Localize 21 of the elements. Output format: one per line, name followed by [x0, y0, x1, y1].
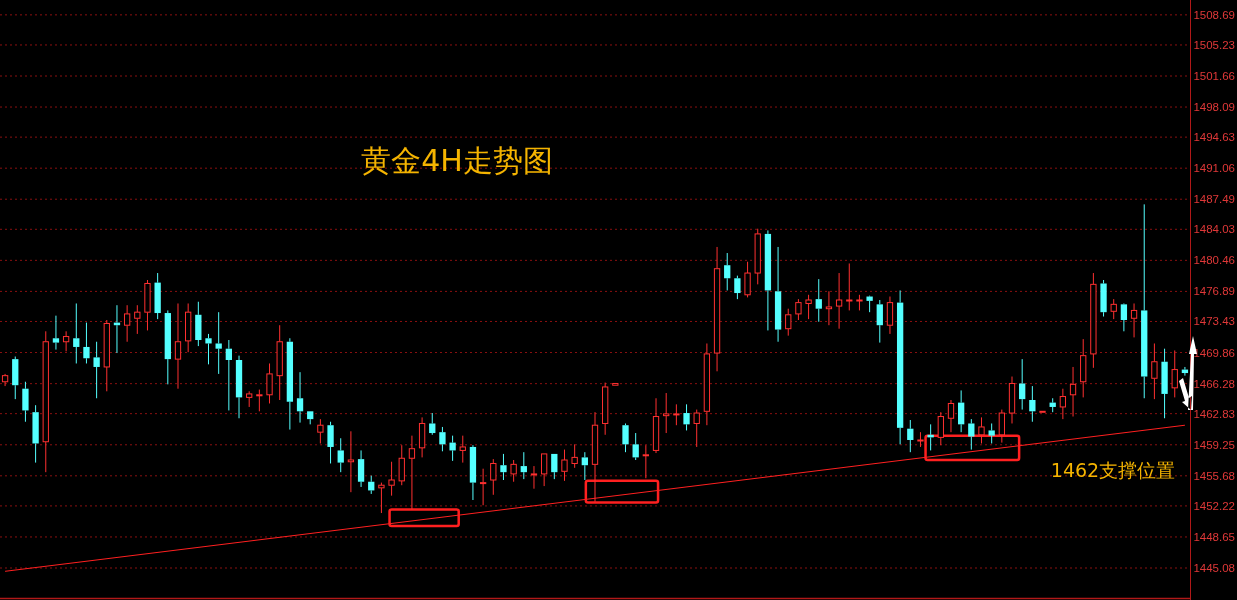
y-tick-label: 1480.46	[1193, 254, 1235, 267]
annotation: 1462支撑位置	[1050, 459, 1176, 481]
y-tick-label: 1462.83	[1193, 407, 1235, 420]
y-tick-label: 1455.68	[1193, 469, 1235, 482]
y-tick-label: 1466.28	[1193, 377, 1235, 390]
y-tick-label: 1448.65	[1193, 530, 1235, 543]
y-tick-label: 1445.08	[1193, 562, 1235, 574]
y-tick-label: 1469.86	[1193, 346, 1235, 359]
y-tick-label: 1505.23	[1193, 38, 1235, 51]
y-tick-label: 1501.66	[1193, 70, 1235, 82]
y-tick-label: 1498.09	[1193, 101, 1235, 114]
y-tick-label: 1473.43	[1193, 315, 1235, 328]
y-tick-label: 1476.89	[1193, 285, 1235, 298]
y-tick-label: 1508.69	[1193, 8, 1235, 21]
y-tick-label: 1452.22	[1193, 499, 1235, 512]
text: 黄金4H走势图	[361, 142, 553, 178]
y-tick-label: 1491.06	[1193, 162, 1235, 175]
y-tick-label: 1487.49	[1193, 193, 1235, 206]
y-tick-label: 1494.63	[1193, 131, 1235, 144]
y-tick-label: 1484.03	[1193, 223, 1235, 236]
y-tick-label: 1459.25	[1193, 438, 1235, 451]
